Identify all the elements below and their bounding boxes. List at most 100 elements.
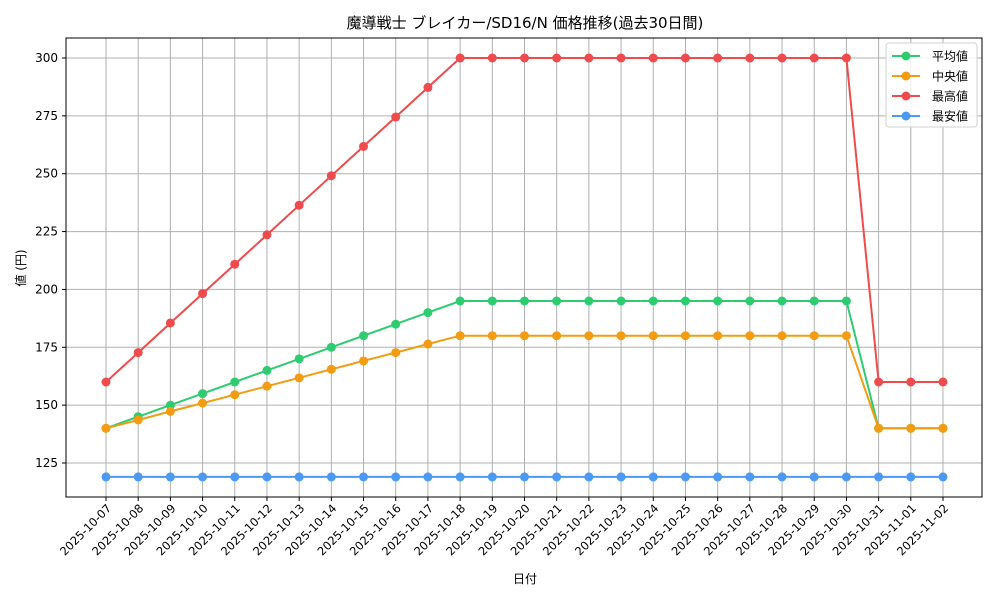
data-point [262,230,272,240]
data-point [906,377,916,387]
data-point [165,318,175,328]
data-point [165,400,175,410]
data-point [391,348,401,358]
legend-label: 平均値 [932,49,968,64]
data-point [809,472,819,482]
data-point [745,331,755,341]
data-point [680,53,690,63]
data-point [616,53,626,63]
data-point [520,331,529,341]
data-point [198,289,208,299]
data-point [777,331,787,341]
series-line [101,331,948,433]
data-point [841,472,851,482]
data-point [133,348,143,358]
data-point [938,377,948,387]
data-point [423,82,433,92]
legend-box [885,42,978,128]
data-series [101,53,948,482]
data-point [230,259,240,269]
legend-marker-icon [901,71,911,81]
data-point [198,472,208,482]
data-point [777,53,787,63]
legend-item: 平均値 [892,49,968,64]
data-point [326,171,336,181]
data-point [552,331,562,341]
data-point [713,472,723,482]
data-point [520,472,529,482]
legend-label: 最安値 [932,109,968,124]
y-tick-label: 250 [35,167,58,181]
series-line [101,53,948,387]
data-point [198,398,208,408]
data-point [165,472,175,482]
x-axis: 2025-10-072025-10-082025-10-092025-10-10… [57,497,951,558]
data-point [648,472,658,482]
data-point [359,472,369,482]
data-point [359,331,369,341]
y-tick-label: 150 [35,398,58,412]
x-axis-label: 日付 [513,572,537,586]
data-point [294,472,304,482]
data-point [841,296,851,306]
data-point [455,296,465,306]
data-point [938,472,948,482]
data-point [101,472,111,482]
data-point [326,342,336,352]
data-point [294,200,304,210]
data-point [584,296,594,306]
data-point [777,296,787,306]
data-point [616,472,626,482]
data-point [423,308,433,318]
y-tick-label: 200 [35,282,58,296]
data-point [777,472,787,482]
data-point [165,406,175,416]
plot-frame [65,37,983,498]
data-point [745,472,755,482]
data-point [906,472,916,482]
y-axis: 125 150 175 200 225 250 275 300 [35,51,66,470]
legend-marker-icon [901,111,911,121]
data-point [487,472,497,482]
data-point [809,296,819,306]
data-point [455,472,465,482]
legend-marker-icon [901,91,911,101]
data-point [648,53,658,63]
data-point [680,331,690,341]
data-point [713,296,723,306]
data-point [262,365,272,375]
data-point [584,53,594,63]
y-tick-label: 125 [35,456,58,470]
data-point [101,423,111,433]
data-point [841,331,851,341]
data-point [713,53,723,63]
data-point [198,389,208,399]
data-point [809,331,819,341]
series-line [101,472,948,482]
data-point [809,53,819,63]
data-point [294,373,304,383]
data-point [841,53,851,63]
series-line [101,296,948,433]
data-point [745,53,755,63]
legend-item: 中央値 [892,69,968,84]
data-point [648,331,658,341]
data-point [133,472,143,482]
data-point [584,472,594,482]
data-point [552,296,562,306]
data-point [520,53,529,63]
data-point [874,472,884,482]
data-point [326,472,336,482]
data-point [520,296,529,306]
data-point [423,339,433,349]
data-point [616,331,626,341]
data-point [391,112,401,122]
data-point [680,296,690,306]
legend-label: 最高値 [932,89,968,104]
legend-label: 中央値 [932,69,968,84]
legend-item: 最安値 [892,109,968,124]
data-point [423,472,433,482]
data-point [552,472,562,482]
data-point [906,423,916,433]
